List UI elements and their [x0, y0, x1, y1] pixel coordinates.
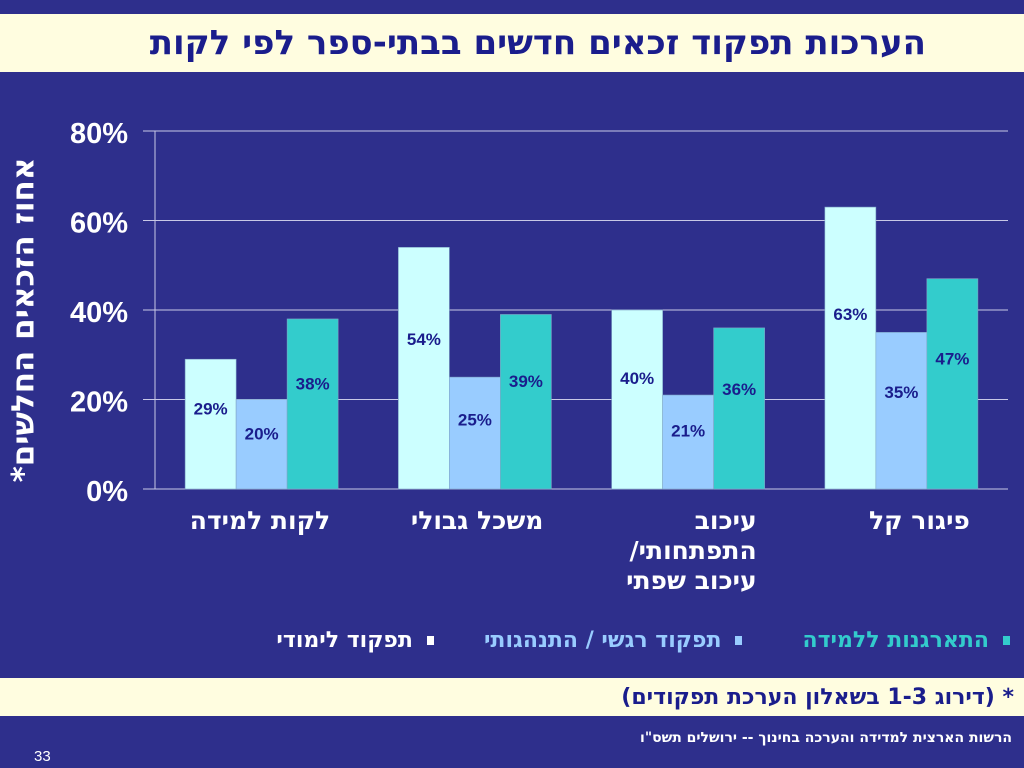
x-tick-label: פיגור קל: [869, 506, 970, 535]
bar: [286, 318, 339, 490]
y-tick-label: 60%: [70, 208, 128, 240]
legend-item-learning: תפקוד לימודי: [276, 628, 434, 653]
legend-label: התארגנות ללמידה: [802, 627, 989, 653]
data-label: 29%: [194, 400, 228, 419]
bar: [184, 358, 237, 490]
legend-bullet-icon: [426, 635, 434, 645]
data-label: 21%: [671, 422, 705, 441]
x-tick-label: משכל גבולי: [411, 506, 544, 535]
bar: [500, 314, 552, 490]
legend-bullet-icon: [735, 635, 743, 645]
legend-label: תפקוד רגשי / התנהגותי: [483, 627, 722, 653]
title-bar: הערכות תפקוד זכאים חדשים בבתי-ספר לפי לק…: [0, 14, 1024, 72]
bar-chart: 0% 20% 40% 60% 80% 29% 20% 38% לקות למידה 54% 25% 3…: [70, 118, 1008, 595]
data-label: 63%: [833, 305, 867, 324]
data-label: 36%: [722, 380, 756, 399]
bar: [611, 309, 663, 490]
source-credit: הרשות הארצית למדידה והערכה בחינוך -- ירו…: [640, 730, 1012, 746]
y-tick-label: 40%: [70, 297, 128, 329]
bar: [713, 327, 765, 490]
footnote: * (דירוג 1-3 בשאלון הערכת תפקודים): [621, 684, 1014, 710]
legend: התארגנות ללמידה תפקוד רגשי / התנהגותי תפ…: [60, 620, 1010, 660]
data-label: 35%: [884, 383, 918, 402]
page-number: 33: [34, 748, 51, 765]
legend-bullet-icon: [1003, 635, 1010, 645]
footnote-bar: * (דירוג 1-3 בשאלון הערכת תפקודים): [0, 678, 1024, 716]
data-label: 54%: [407, 330, 441, 349]
legend-item-emotional: תפקוד רגשי / התנהגותי: [484, 628, 743, 653]
data-label: 38%: [296, 375, 330, 394]
y-tick-label: 20%: [70, 387, 128, 419]
bar: [398, 247, 450, 490]
x-tick-label: לקות למידה: [190, 506, 330, 535]
page-title: הערכות תפקוד זכאים חדשים בבתי-ספר לפי לק…: [149, 23, 926, 63]
x-tick-label: עיכוב שפתי: [626, 566, 757, 595]
data-label: 20%: [245, 425, 279, 444]
bar: [662, 394, 714, 490]
data-label: 39%: [509, 372, 543, 391]
bar: [926, 278, 979, 490]
bar: [449, 376, 501, 490]
data-label: 40%: [620, 369, 654, 388]
data-label: 47%: [935, 350, 969, 369]
data-label: 25%: [458, 411, 492, 430]
bar: [235, 399, 288, 490]
bar: [875, 332, 928, 490]
bar: [824, 206, 877, 490]
x-tick-label: התפתחותי/: [630, 536, 757, 565]
y-tick-label: 0%: [86, 476, 128, 508]
legend-item-org: התארגנות ללמידה: [802, 628, 1010, 653]
x-tick-label: עיכוב: [695, 506, 757, 535]
y-tick-label: 80%: [70, 118, 128, 150]
legend-label: תפקוד לימודי: [276, 627, 413, 653]
